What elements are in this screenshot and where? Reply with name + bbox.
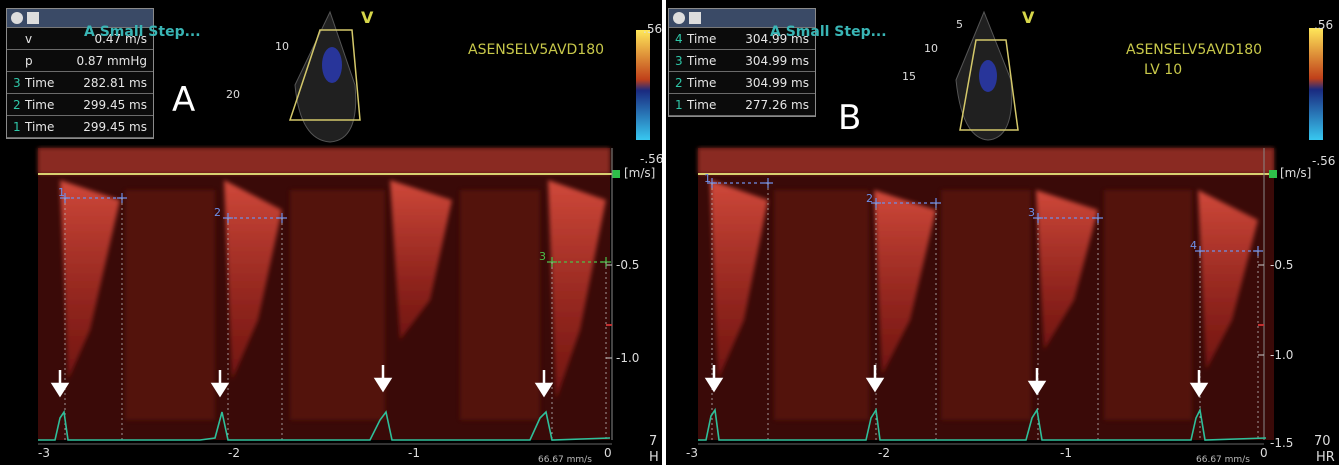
depth-label: 15 (902, 70, 916, 83)
scale-top-label: .56 (1314, 18, 1334, 32)
heart-rate: 7 (649, 434, 658, 449)
axis-tick-label: -1.5 (1270, 436, 1294, 450)
axis-unit: [m/s] (624, 166, 656, 180)
measurement-row[interactable]: 1 Time 277.26 ms (669, 94, 815, 116)
preset-sub-label: LV 10 (1144, 62, 1183, 78)
settings-icon[interactable] (689, 12, 701, 24)
measurement-panel: v 0.47 m/s p 0.87 mmHg 3 Time 282.81 ms 2 Tim… (6, 8, 154, 139)
depth-label: 10 (924, 42, 938, 55)
v-marker: V (1022, 8, 1035, 27)
time-label: 0 (1260, 446, 1268, 460)
caliper-label: 4 (1190, 239, 1197, 252)
scale-bottom-label: -.56 (640, 152, 662, 166)
heart-rate-unit: HR (1316, 450, 1335, 465)
caliper-label: 2 (214, 206, 221, 219)
measurement-row[interactable]: 2 Time 299.45 ms (7, 94, 153, 116)
record-icon[interactable] (11, 12, 23, 24)
depth-label: 5 (956, 18, 963, 31)
measurement-row[interactable]: 2 Time 304.99 ms (669, 72, 815, 94)
measurement-row[interactable]: v 0.47 m/s (7, 28, 153, 50)
measurement-row[interactable]: p 0.87 mmHg (7, 50, 153, 72)
panel-label: B (838, 98, 862, 138)
spectral-doppler-b (698, 10, 1323, 445)
doppler-panel-a: v 0.47 m/s p 0.87 mmHg 3 Time 282.81 ms 2 Tim… (0, 0, 662, 465)
time-label: -3 (38, 446, 50, 460)
measurement-row[interactable]: 1 Time 299.45 ms (7, 116, 153, 138)
doppler-panel-b: 4 Time 304.99 ms 3 Time 304.99 ms 2 Time 304.9… (666, 0, 1339, 465)
measurement-row[interactable]: 4 Time 304.99 ms (669, 28, 815, 50)
study-title: A Small Step... (84, 24, 201, 40)
time-label: -3 (686, 446, 698, 460)
time-label: 0 (604, 446, 612, 460)
depth-label: 10 (275, 40, 289, 53)
depth-label: 20 (226, 88, 240, 101)
measurement-panel: 4 Time 304.99 ms 3 Time 304.99 ms 2 Time 304.9… (668, 8, 816, 117)
v-marker: V (361, 8, 374, 27)
measurement-row[interactable]: 3 Time 304.99 ms (669, 50, 815, 72)
measurement-row[interactable]: 3 Time 282.81 ms (7, 72, 153, 94)
caliper-label: 3 (1028, 206, 1035, 219)
sweep-speed: 66.67 mm/s (538, 455, 592, 465)
axis-tick-label: -1.0 (1270, 348, 1294, 362)
time-label: -2 (878, 446, 890, 460)
heart-rate-unit: H (649, 450, 659, 465)
spectral-doppler-a (38, 10, 650, 445)
time-label: -1 (408, 446, 420, 460)
record-icon[interactable] (673, 12, 685, 24)
sweep-speed: 66.67 mm/s (1196, 455, 1250, 465)
scale-bottom-label: -.56 (1312, 154, 1336, 168)
panel-label: A (172, 80, 196, 120)
time-label: -1 (1060, 446, 1072, 460)
caliper-label: 2 (866, 192, 873, 205)
time-label: -2 (228, 446, 240, 460)
settings-icon[interactable] (27, 12, 39, 24)
caliper-label: 3 (539, 250, 546, 263)
caliper-label: 1 (58, 186, 65, 199)
study-title: A Small Step... (770, 24, 887, 40)
preset-label: ASENSELV5AVD180 (468, 42, 605, 58)
axis-tick-label: -0.5 (1270, 258, 1294, 272)
axis-tick-label: -0.5 (616, 258, 640, 272)
caliper-label: 1 (704, 172, 711, 185)
measurement-toolbar[interactable] (669, 9, 815, 28)
heart-rate: 70 (1314, 434, 1331, 449)
axis-tick-label: -1.0 (616, 351, 640, 365)
scale-top-label: .56 (643, 22, 662, 36)
preset-label: ASENSELV5AVD180 (1126, 42, 1263, 58)
measurement-toolbar[interactable] (7, 9, 153, 28)
axis-unit: [m/s] (1280, 166, 1312, 180)
